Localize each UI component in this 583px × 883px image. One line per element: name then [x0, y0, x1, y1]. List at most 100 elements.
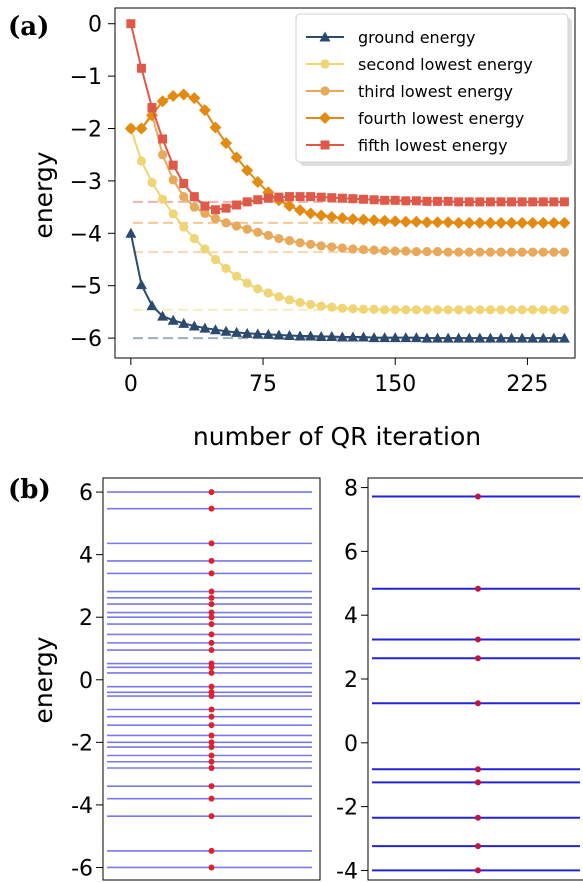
- data-point: [306, 239, 316, 249]
- level-dot: [208, 722, 215, 729]
- data-point: [348, 194, 358, 204]
- data-point: [537, 216, 550, 229]
- data-point: [253, 284, 263, 294]
- level-dot: [208, 864, 215, 871]
- panel-b-right-frame: [367, 477, 583, 881]
- data-point: [442, 216, 455, 229]
- data-point: [336, 331, 348, 342]
- y-tick-label: -2: [71, 731, 93, 756]
- data-point: [327, 242, 337, 252]
- data-point: [189, 202, 199, 212]
- data-point: [411, 305, 421, 315]
- level-dot: [208, 706, 215, 713]
- data-point: [368, 214, 381, 227]
- data-point: [411, 196, 421, 206]
- data-point: [475, 305, 485, 315]
- data-point: [410, 215, 423, 228]
- data-point: [347, 331, 359, 342]
- y-tick-label: −2: [70, 118, 102, 143]
- panel-label-a: (a): [8, 12, 49, 42]
- legend: ground energy second lowest energy third l…: [295, 13, 572, 166]
- level-dot: [208, 713, 215, 720]
- data-point: [125, 227, 137, 238]
- level-dot: [208, 639, 215, 646]
- data-point: [463, 216, 476, 229]
- x-tick-label: 75: [249, 372, 277, 397]
- data-point: [506, 332, 518, 343]
- level-dot: [208, 601, 215, 608]
- data-point: [358, 244, 369, 255]
- y-tick-label: −4: [70, 222, 102, 247]
- panel-b-right-plot: 8 6 4 2 0 -2 -4: [336, 477, 583, 883]
- data-point: [348, 304, 358, 314]
- data-point: [263, 193, 273, 203]
- data-point: [179, 192, 189, 202]
- data-point: [156, 95, 169, 108]
- data-point: [253, 227, 263, 237]
- level-dot: [475, 779, 481, 786]
- level-dot: [208, 540, 215, 547]
- data-point: [135, 122, 148, 135]
- data-point: [147, 177, 157, 188]
- data-point: [147, 103, 157, 113]
- data-point: [369, 195, 379, 205]
- data-point: [516, 332, 528, 343]
- data-point: [283, 200, 296, 213]
- data-point: [464, 305, 474, 315]
- data-point: [284, 236, 295, 246]
- level-dot: [208, 847, 215, 854]
- data-point: [443, 305, 453, 315]
- data-point: [136, 156, 147, 166]
- level-dot: [475, 867, 481, 874]
- data-point: [157, 194, 168, 204]
- level-dot: [475, 700, 481, 707]
- data-point: [549, 305, 559, 315]
- data-point: [506, 247, 517, 257]
- data-point: [495, 332, 507, 343]
- data-point: [327, 193, 337, 203]
- data-point: [242, 278, 252, 288]
- data-point: [401, 196, 411, 206]
- data-point: [559, 247, 570, 257]
- y-tick-label: -6: [71, 856, 93, 881]
- data-point: [209, 121, 222, 134]
- data-point: [401, 246, 411, 256]
- data-point: [496, 247, 506, 257]
- data-point: [422, 196, 432, 206]
- data-point: [527, 332, 539, 343]
- data-point: [157, 310, 169, 321]
- data-point: [284, 192, 294, 202]
- data-point: [158, 134, 168, 144]
- data-point: [283, 329, 295, 340]
- data-point: [241, 327, 253, 338]
- data-point: [559, 305, 570, 315]
- data-point: [200, 201, 210, 211]
- y-tick-label: 2: [344, 668, 358, 693]
- data-point: [474, 332, 486, 343]
- data-point: [454, 305, 464, 315]
- data-point: [230, 151, 243, 164]
- legend-marker: [320, 140, 330, 150]
- data-point: [380, 245, 390, 256]
- data-point: [432, 247, 443, 257]
- legend-label: fifth lowest energy: [358, 136, 508, 155]
- y-tick-label: 8: [344, 477, 358, 502]
- data-point: [198, 104, 211, 117]
- data-point: [422, 305, 432, 315]
- panel-a-frame: [114, 7, 576, 359]
- data-point: [558, 332, 570, 343]
- legend-marker: [319, 31, 331, 42]
- data-point: [295, 297, 305, 308]
- legend-label: fourth lowest energy: [358, 109, 524, 128]
- y-tick-label: −1: [70, 65, 102, 90]
- data-point: [558, 216, 571, 229]
- level-dot: [208, 669, 215, 676]
- data-point: [124, 122, 137, 135]
- data-point: [252, 328, 264, 339]
- legend-marker: [320, 59, 330, 69]
- data-point: [232, 221, 242, 231]
- level-dot: [208, 693, 215, 700]
- data-point: [210, 205, 220, 215]
- legend-label: ground energy: [358, 28, 475, 47]
- data-point: [316, 301, 326, 311]
